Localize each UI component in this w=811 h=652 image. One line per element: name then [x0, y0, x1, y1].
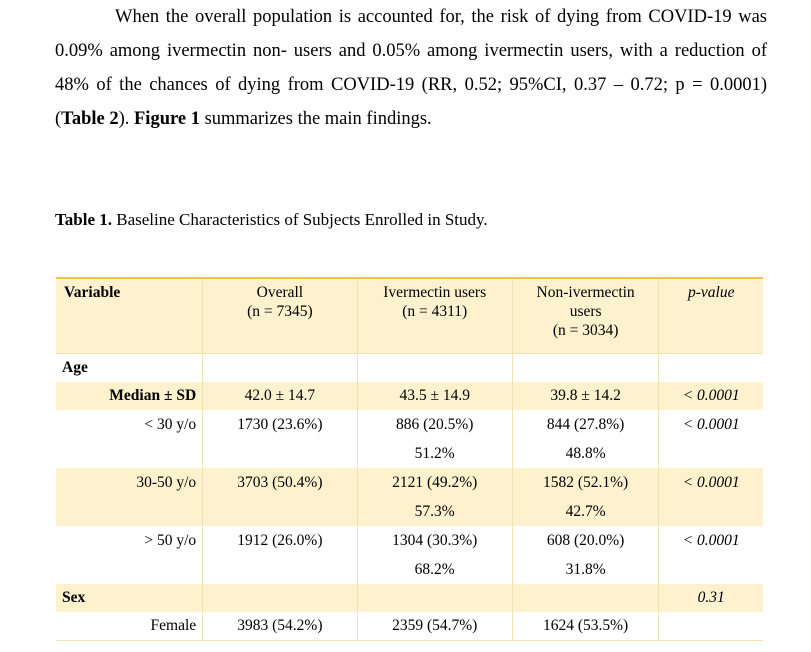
cell-value: 608 (20.0%) [546, 532, 625, 549]
table-row-sex: Sex 0.31 [56, 584, 763, 612]
cell-overall: 1730 (23.6%) [202, 410, 358, 468]
cell-percent: 51.2% [414, 445, 455, 462]
cell-pvalue: < 0.0001 [658, 382, 763, 410]
cell-percent: 48.8% [565, 445, 606, 462]
table-row: Female 3983 (54.2%) 2359 (54.7%) 1624 (5… [56, 612, 763, 641]
header-overall: Overall (n = 7345) [202, 278, 358, 354]
cell-percent: 68.2% [414, 561, 455, 578]
cell-value: 2121 (49.2%) [392, 474, 478, 491]
table-row: 30-50 y/o 3703 (50.4%) 2121 (49.2%) 57.3%… [56, 468, 763, 526]
figure-1-reference: Figure 1 [134, 109, 200, 129]
cell-ivermectin: 2359 (54.7%) [356, 612, 513, 641]
table-row: < 30 y/o 1730 (23.6%) 886 (20.5%) 51.2% 8… [56, 410, 763, 468]
table-2-reference: Table 2 [61, 109, 119, 129]
header-pvalue: p-value [658, 278, 763, 354]
header-ivermectin-label: Ivermectin users [383, 284, 487, 301]
header-ivermectin-n: (n = 4311) [402, 303, 468, 320]
header-non-ivermectin-n: (n = 3034) [552, 322, 619, 339]
cell-non-ivermectin: 39.8 ± 14.2 [511, 382, 659, 410]
cell-value: 1582 (52.1%) [542, 474, 629, 491]
caption-label: Table 1. [55, 210, 113, 229]
row-label: < 30 y/o [144, 416, 197, 433]
cell-ivermectin: 2121 (49.2%) 57.3% [356, 468, 513, 526]
cell-pvalue: < 0.0001 [658, 410, 763, 468]
cell-percent: 42.7% [565, 503, 606, 520]
header-non-ivermectin: Non-ivermectin users (n = 3034) [511, 278, 659, 354]
cell-overall: 3983 (54.2%) [202, 612, 358, 641]
paragraph-tail: summarizes the main findings. [199, 109, 432, 129]
cell-pvalue: < 0.0001 [658, 468, 763, 526]
cell-value: 1304 (30.3%) [392, 532, 478, 549]
paragraph-lead: When the overall population is accounted… [55, 7, 767, 129]
age-label: Age [56, 353, 203, 382]
sex-label: Sex [56, 584, 203, 612]
cell-ivermectin: 886 (20.5%) 51.2% [356, 410, 513, 468]
row-label: Female [56, 612, 203, 641]
header-non-ivermectin-label-1: Non-ivermectin [536, 284, 635, 301]
baseline-characteristics-table: Variable Overall (n = 7345) Ivermectin u… [56, 277, 763, 641]
cell-overall: 42.0 ± 14.7 [202, 382, 358, 410]
table-row: Median ± SD 42.0 ± 14.7 43.5 ± 14.9 39.8… [56, 382, 763, 410]
cell-overall: 3703 (50.4%) [202, 468, 358, 526]
cell-non-ivermectin: 608 (20.0%) 31.8% [511, 526, 659, 584]
row-label: 30-50 y/o [56, 468, 203, 526]
cell-non-ivermectin: 844 (27.8%) 48.8% [511, 410, 659, 468]
cell-pvalue [658, 612, 763, 641]
header-ivermectin: Ivermectin users (n = 4311) [356, 278, 513, 354]
cell-value: 844 (27.8%) [546, 416, 625, 433]
cell-overall: 1912 (26.0%) [202, 526, 358, 584]
table-header-row: Variable Overall (n = 7345) Ivermectin u… [56, 278, 763, 354]
row-label: > 50 y/o [144, 532, 197, 549]
table-row: > 50 y/o 1912 (26.0%) 1304 (30.3%) 68.2% … [56, 526, 763, 584]
cell-value: 886 (20.5%) [395, 416, 474, 433]
cell-percent: 57.3% [414, 503, 455, 520]
cell-ivermectin: 1304 (30.3%) 68.2% [356, 526, 513, 584]
cell-pvalue: < 0.0001 [658, 526, 763, 584]
results-paragraph: When the overall population is accounted… [55, 0, 767, 136]
paragraph-mid: ). [118, 109, 134, 129]
cell-non-ivermectin: 1582 (52.1%) 42.7% [511, 468, 659, 526]
row-label: Median ± SD [56, 382, 203, 410]
header-overall-n: (n = 7345) [247, 303, 313, 320]
table-row-age: Age [56, 353, 763, 382]
caption-text: Baseline Characteristics of Subjects Enr… [112, 210, 488, 229]
header-overall-label: Overall [256, 284, 304, 301]
cell-ivermectin: 43.5 ± 14.9 [356, 382, 513, 410]
cell-non-ivermectin: 1624 (53.5%) [511, 612, 659, 641]
table-caption: Table 1. Baseline Characteristics of Sub… [55, 210, 488, 230]
header-variable: Variable [56, 278, 203, 354]
sex-pvalue: 0.31 [658, 584, 763, 612]
cell-percent: 31.8% [565, 561, 606, 578]
header-non-ivermectin-label-2: users [569, 303, 602, 320]
